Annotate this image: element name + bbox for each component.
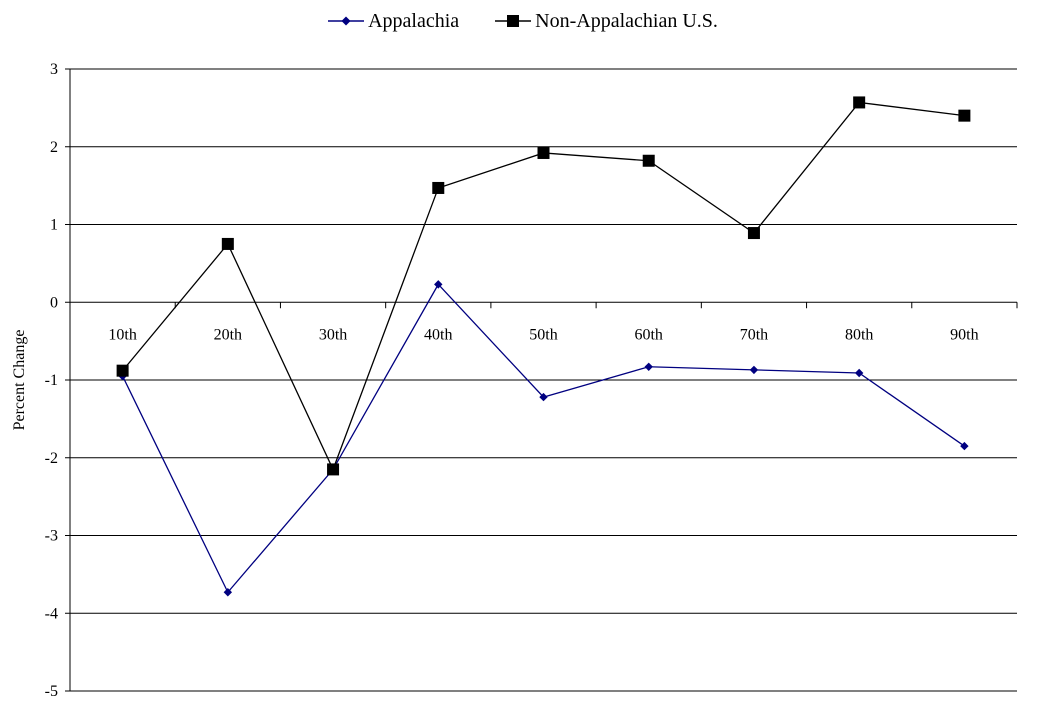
- legend-item-non-appalachian: Non-Appalachian U.S.: [493, 10, 718, 33]
- legend-label-appalachia: Appalachia: [368, 9, 460, 32]
- legend-label-non-appalachian: Non-Appalachian U.S.: [535, 9, 718, 32]
- y-tick-label: -4: [45, 605, 58, 622]
- x-category-label: 40th: [424, 326, 452, 343]
- point-1-2: [327, 463, 340, 476]
- point-1-1: [221, 237, 234, 250]
- y-tick-label: 0: [50, 294, 58, 311]
- y-tick-label: -1: [45, 372, 58, 389]
- y-tick-label: 3: [50, 61, 58, 78]
- y-tick-label: -5: [45, 683, 58, 700]
- y-tick-label: 1: [50, 217, 58, 234]
- x-category-label: 90th: [950, 326, 978, 343]
- legend-non-appalachian-marker-icon: [495, 15, 532, 27]
- x-category-label: 70th: [740, 326, 768, 343]
- y-axis-title: Percent Change: [11, 330, 28, 431]
- point-0-1: [223, 588, 233, 597]
- point-0-7: [854, 368, 864, 378]
- point-1-3: [432, 181, 445, 194]
- x-category-label: 50th: [529, 326, 557, 343]
- legend: Appalachia Non-Appalachian U.S.: [0, 6, 1044, 36]
- y-tick-label: 2: [50, 139, 58, 156]
- point-0-8: [960, 441, 969, 451]
- x-category-label: 10th: [108, 326, 136, 343]
- point-0-5: [644, 362, 653, 371]
- point-1-7: [853, 96, 866, 109]
- legend-item-appalachia: Appalachia: [326, 10, 459, 33]
- y-tick-label: -2: [45, 450, 58, 467]
- point-0-3: [434, 280, 443, 289]
- x-category-label: 30th: [319, 326, 347, 343]
- point-1-0: [116, 364, 129, 377]
- point-1-6: [747, 227, 760, 240]
- x-category-label: 80th: [845, 326, 873, 343]
- x-category-label: 60th: [634, 326, 662, 343]
- point-0-4: [539, 392, 548, 402]
- legend-appalachia-marker-icon: [328, 16, 365, 26]
- point-1-5: [642, 154, 655, 167]
- point-1-8: [958, 109, 971, 122]
- y-tick-label: -3: [45, 528, 58, 545]
- point-1-4: [537, 146, 550, 159]
- x-category-label: 20th: [214, 326, 242, 343]
- point-0-6: [749, 365, 759, 375]
